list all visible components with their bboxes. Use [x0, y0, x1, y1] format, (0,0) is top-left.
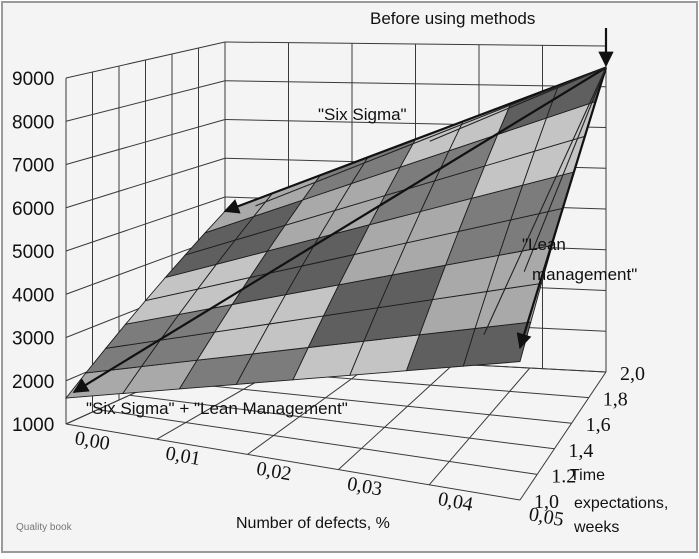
x-axis-ticks: 0,000,010,020,030,040,05 — [73, 427, 565, 531]
z-tick-label: 9000 — [12, 69, 54, 90]
annotation-combined: "Six Sigma" + "Lean Management" — [86, 399, 348, 418]
z-tick-label: 2000 — [12, 372, 54, 393]
grid-floor-y — [161, 380, 572, 424]
y-axis-ticks: 1,0 1.2 1,4 1,6 1,8 2,0 — [534, 363, 645, 513]
y-tick-label: 1,0 — [534, 491, 559, 513]
grid-floor-x — [247, 359, 378, 455]
y-tick-label: 1,4 — [568, 440, 593, 462]
grid-floor-x — [428, 367, 531, 486]
z-tick-label: 5000 — [12, 242, 54, 263]
z-axis-ticks: 9000 8000 7000 6000 5000 4000 3000 2000 1000 — [12, 69, 54, 436]
arrow-lean — [516, 67, 608, 350]
z-tick-label: 6000 — [12, 199, 54, 220]
z-tick-label: 3000 — [12, 329, 54, 350]
arrows — [72, 28, 614, 393]
z-tick-label: 1000 — [12, 415, 54, 436]
grid-floor-x — [519, 371, 607, 501]
annotation-six-sigma: "Six Sigma" — [318, 105, 407, 124]
x-axis-label: Number of defects, % — [236, 515, 390, 532]
y-tick-label: 2,0 — [620, 363, 645, 385]
surface — [65, 66, 607, 399]
grid-floor-y — [129, 394, 555, 450]
arrow-six-sigma — [223, 66, 607, 214]
z-tick-label: 8000 — [12, 112, 54, 133]
grid-floor-y — [65, 423, 521, 501]
z-tick-label: 7000 — [12, 156, 54, 177]
y-axis-label-part1: Time — [570, 467, 605, 484]
guide-line — [483, 67, 607, 335]
grid-floor-x — [338, 363, 454, 470]
surface-patch — [545, 66, 607, 119]
y-axis-label-part2: expectations, — [574, 495, 668, 512]
watermark: Quality book — [16, 522, 73, 533]
y-axis-label-part3: weeks — [573, 519, 619, 536]
annotation-lean-line2: management" — [532, 265, 637, 284]
y-tick-label: 1,8 — [603, 389, 628, 411]
z-tick-label: 4000 — [12, 285, 54, 306]
guide-line — [255, 67, 607, 207]
arrow-combined — [72, 66, 607, 393]
labels: 9000 8000 7000 6000 5000 4000 3000 2000 1000 0,0… — [12, 9, 668, 536]
guide-line — [523, 67, 607, 272]
grid-floor-y — [97, 409, 538, 475]
annotation-start: Before using methods — [370, 9, 535, 28]
y-tick-label: 1,6 — [586, 414, 611, 436]
y-tick-label: 1.2 — [551, 465, 576, 487]
annotation-lean-line1: "Lean — [522, 235, 566, 254]
guide-line — [429, 67, 607, 142]
